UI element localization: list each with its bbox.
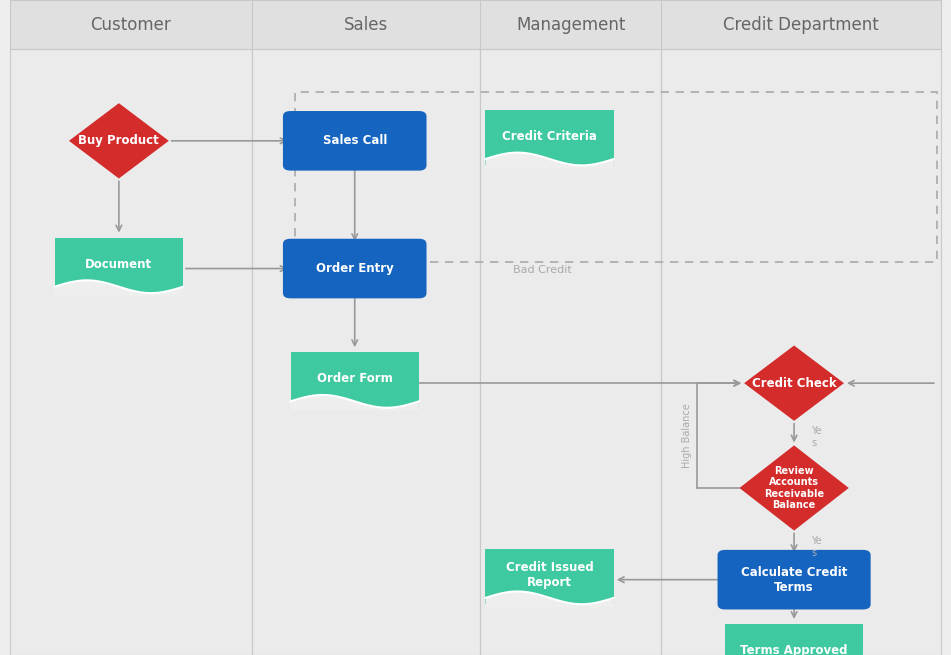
Text: Credit Department: Credit Department (724, 16, 879, 33)
Text: Calculate Credit
Terms: Calculate Credit Terms (741, 566, 847, 593)
Polygon shape (485, 153, 614, 168)
Text: Buy Product: Buy Product (79, 134, 159, 147)
Text: Customer: Customer (90, 16, 171, 33)
Text: High Balance: High Balance (682, 403, 692, 468)
Text: Sales Call: Sales Call (322, 134, 387, 147)
Text: Credit Criteria: Credit Criteria (502, 130, 597, 143)
Text: Sales: Sales (344, 16, 388, 33)
FancyBboxPatch shape (661, 49, 941, 655)
Text: Ye
s: Ye s (811, 426, 822, 448)
FancyBboxPatch shape (10, 0, 941, 49)
FancyBboxPatch shape (480, 49, 661, 655)
Text: Bad Credit: Bad Credit (513, 265, 572, 275)
Polygon shape (54, 280, 183, 296)
FancyBboxPatch shape (10, 49, 252, 655)
Polygon shape (485, 591, 614, 607)
FancyBboxPatch shape (291, 352, 418, 407)
FancyBboxPatch shape (485, 110, 614, 165)
Polygon shape (291, 395, 418, 411)
Polygon shape (739, 445, 848, 531)
Text: Management: Management (515, 16, 626, 33)
FancyBboxPatch shape (252, 49, 480, 655)
FancyBboxPatch shape (717, 550, 871, 609)
FancyBboxPatch shape (283, 239, 426, 299)
FancyBboxPatch shape (485, 549, 614, 604)
FancyBboxPatch shape (283, 111, 426, 170)
Polygon shape (744, 346, 844, 421)
FancyBboxPatch shape (725, 624, 864, 655)
Text: Ye
s: Ye s (811, 536, 822, 557)
Text: Terms Approved: Terms Approved (740, 644, 848, 655)
Text: Credit Issued
Report: Credit Issued Report (506, 561, 593, 590)
Text: Credit Check: Credit Check (752, 377, 836, 390)
FancyBboxPatch shape (54, 238, 183, 293)
Text: Review
Accounts
Receivable
Balance: Review Accounts Receivable Balance (764, 466, 825, 510)
Text: Order Form: Order Form (317, 372, 393, 385)
Polygon shape (69, 103, 168, 178)
Text: Document: Document (86, 257, 152, 271)
Text: Order Entry: Order Entry (316, 262, 394, 275)
